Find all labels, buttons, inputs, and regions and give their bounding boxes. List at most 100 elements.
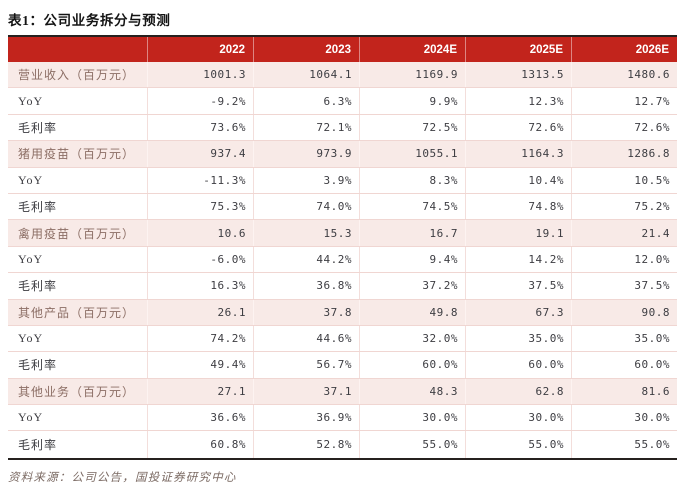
row-label: YoY: [18, 172, 44, 187]
cell-value: -9.2%: [147, 88, 253, 114]
cell-value: 36.6%: [147, 405, 253, 431]
cell-value: 1055.1: [359, 141, 465, 167]
cell-value: 74.8%: [465, 193, 571, 220]
table-row: 毛利率 75.3% 74.0% 74.5% 74.8% 75.2%: [8, 193, 677, 221]
cell-value: 12.0%: [571, 246, 677, 273]
cell-value: 937.4: [147, 141, 253, 167]
cell-value: 55.0%: [359, 431, 465, 458]
cell-value: 14.2%: [465, 246, 571, 273]
cell-value: 74.0%: [253, 193, 359, 220]
cell-value: 37.1: [253, 378, 359, 405]
cell-value: 73.6%: [147, 114, 253, 141]
row-label: 毛利率: [18, 200, 58, 215]
cell-value: 30.0%: [571, 405, 677, 431]
cell-value: 60.8%: [147, 431, 253, 458]
cell-value: 55.0%: [571, 431, 677, 458]
cell-value: 12.3%: [465, 88, 571, 114]
cell-value: 44.2%: [253, 246, 359, 273]
table-row: 其他产品（百万元） 26.1 37.8 49.8 67.3 90.8: [8, 299, 677, 326]
cell-value: 36.8%: [253, 273, 359, 299]
cell-value: 60.0%: [465, 352, 571, 378]
cell-value: 10.6: [147, 220, 253, 246]
cell-value: 10.4%: [465, 167, 571, 193]
cell-value: 1480.6: [571, 62, 677, 88]
table-row: YoY 74.2% 44.6% 32.0% 35.0% 35.0%: [8, 325, 677, 353]
cell-value: 56.7%: [253, 352, 359, 378]
cell-value: 8.3%: [359, 167, 465, 193]
cell-value: 52.8%: [253, 431, 359, 458]
row-label: YoY: [18, 93, 44, 108]
table-row: 毛利率 73.6% 72.1% 72.5% 72.6% 72.6%: [8, 114, 677, 142]
table-row: 毛利率 16.3% 36.8% 37.2% 37.5% 37.5%: [8, 273, 677, 300]
cell-value: 16.7: [359, 220, 465, 246]
row-label: 营业收入（百万元）: [18, 68, 136, 83]
row-label: 毛利率: [18, 120, 58, 135]
row-label: 猪用疫苗（百万元）: [18, 147, 136, 162]
row-label: 毛利率: [18, 438, 58, 453]
cell-value: 35.0%: [571, 325, 677, 352]
cell-value: 21.4: [571, 220, 677, 246]
cell-value: 36.9%: [253, 405, 359, 431]
cell-value: 44.6%: [253, 325, 359, 352]
cell-value: 9.4%: [359, 246, 465, 273]
table-row: 禽用疫苗（百万元） 10.6 15.3 16.7 19.1 21.4: [8, 220, 677, 247]
row-label: 其他业务（百万元）: [18, 384, 136, 399]
row-label: YoY: [18, 331, 44, 346]
row-label: YoY: [18, 251, 44, 266]
cell-value: 67.3: [465, 299, 571, 325]
cell-value: 60.0%: [571, 352, 677, 378]
cell-value: 12.7%: [571, 88, 677, 114]
table-row: 其他业务（百万元） 27.1 37.1 48.3 62.8 81.6: [8, 378, 677, 406]
forecast-table: 2022 2023 2024E 2025E 2026E 营业收入（百万元） 1001.3 1…: [8, 35, 677, 460]
column-header-2024E: 2024E: [359, 37, 465, 62]
cell-value: 48.3: [359, 378, 465, 405]
cell-value: 15.3: [253, 220, 359, 246]
table-header-row: 2022 2023 2024E 2025E 2026E: [8, 37, 677, 62]
table-title: 表1：公司业务拆分与预测: [8, 13, 171, 28]
cell-value: 75.2%: [571, 193, 677, 220]
cell-value: 62.8: [465, 378, 571, 405]
row-label: 禽用疫苗（百万元）: [18, 226, 136, 241]
column-header-2026E: 2026E: [571, 37, 677, 62]
column-header-2025E: 2025E: [465, 37, 571, 62]
cell-value: 19.1: [465, 220, 571, 246]
cell-value: 9.9%: [359, 88, 465, 114]
cell-value: 1164.3: [465, 141, 571, 167]
cell-value: 90.8: [571, 299, 677, 325]
corner-header: [8, 37, 147, 62]
cell-value: 37.8: [253, 299, 359, 325]
row-label: 毛利率: [18, 358, 58, 373]
cell-value: 60.0%: [359, 352, 465, 378]
cell-value: 1286.8: [571, 141, 677, 167]
cell-value: 81.6: [571, 378, 677, 405]
cell-value: 72.1%: [253, 114, 359, 141]
cell-value: 16.3%: [147, 273, 253, 299]
cell-value: 75.3%: [147, 193, 253, 220]
table-body: 营业收入（百万元） 1001.3 1064.1 1169.9 1313.5 1480.6 Y…: [8, 62, 677, 458]
row-label: YoY: [18, 410, 44, 425]
cell-value: 3.9%: [253, 167, 359, 193]
cell-value: 55.0%: [465, 431, 571, 458]
cell-value: 49.8: [359, 299, 465, 325]
table-row: YoY -6.0% 44.2% 9.4% 14.2% 12.0%: [8, 246, 677, 274]
cell-value: 26.1: [147, 299, 253, 325]
cell-value: 74.5%: [359, 193, 465, 220]
cell-value: 72.6%: [465, 114, 571, 141]
cell-value: -11.3%: [147, 167, 253, 193]
table-row: 毛利率 49.4% 56.7% 60.0% 60.0% 60.0%: [8, 352, 677, 379]
cell-value: -6.0%: [147, 246, 253, 273]
cell-value: 72.5%: [359, 114, 465, 141]
cell-value: 27.1: [147, 378, 253, 405]
table-row: YoY 36.6% 36.9% 30.0% 30.0% 30.0%: [8, 405, 677, 432]
cell-value: 35.0%: [465, 325, 571, 352]
cell-value: 1313.5: [465, 62, 571, 88]
table-row: 猪用疫苗（百万元） 937.4 973.9 1055.1 1164.3 1286.8: [8, 141, 677, 168]
cell-value: 1064.1: [253, 62, 359, 88]
cell-value: 1169.9: [359, 62, 465, 88]
table-row: YoY -11.3% 3.9% 8.3% 10.4% 10.5%: [8, 167, 677, 194]
cell-value: 973.9: [253, 141, 359, 167]
cell-value: 30.0%: [465, 405, 571, 431]
cell-value: 72.6%: [571, 114, 677, 141]
source-note: 资料来源：公司公告，国投证券研究中心: [8, 472, 237, 484]
